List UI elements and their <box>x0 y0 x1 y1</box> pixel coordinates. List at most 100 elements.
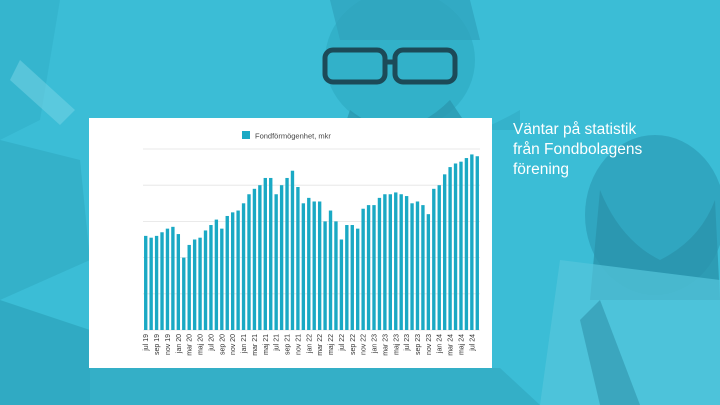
bar-jul-19 <box>144 235 148 330</box>
x-tick-label: jul 20 <box>208 334 215 352</box>
slide-headline: Väntar på statistik från Fondbolagens fö… <box>513 120 703 180</box>
bar-apr-23 <box>388 194 392 330</box>
x-tick-label: mar 20 <box>187 334 194 356</box>
x-tick-label: jan 21 <box>241 334 248 354</box>
x-tick-label: nov 23 <box>426 334 433 355</box>
bar-jan-21 <box>241 203 246 330</box>
bar-feb-23 <box>377 197 382 330</box>
bar-dec-19 <box>171 226 175 330</box>
x-tick-label: maj 24 <box>458 334 465 355</box>
bar-mar-24 <box>448 167 452 330</box>
bar-dec-22 <box>366 205 371 330</box>
legend-swatch <box>242 131 250 139</box>
x-tick-label: jul 24 <box>469 334 476 352</box>
bar-jan-22 <box>307 197 311 330</box>
x-tick-label: jan 22 <box>306 334 313 354</box>
chart-card: jul 19 sep 19 nov 19 jan 20 mar 20 maj 20 jul … <box>89 118 492 368</box>
bars <box>144 154 479 330</box>
x-tick-label: sep 23 <box>415 334 422 355</box>
bar-jul-23 <box>404 196 409 330</box>
bar-dec-20 <box>236 210 240 330</box>
bar-okt-19 <box>160 232 164 330</box>
x-tick-label: jul 23 <box>404 334 411 352</box>
bar-aug-24 <box>475 156 479 330</box>
bar-sep-22 <box>350 225 354 330</box>
headline-line-2: från Fondbolagens <box>513 141 643 158</box>
bar-nov-20 <box>231 212 235 330</box>
x-tick-label: maj 23 <box>393 334 400 355</box>
x-tick-label: nov 20 <box>230 334 237 355</box>
bar-aug-21 <box>279 185 284 330</box>
bar-maj-23 <box>394 192 398 330</box>
bar-jan-23 <box>372 205 376 330</box>
x-tick-label: jan 24 <box>437 334 444 354</box>
bar-sep-21 <box>285 177 289 330</box>
bar-mar-22 <box>317 201 322 330</box>
bar-aug-23 <box>410 203 414 330</box>
bar-aug-19 <box>149 237 153 330</box>
x-tick-label: jan 23 <box>372 334 379 354</box>
x-tick-label: maj 20 <box>198 334 205 355</box>
bar-okt-22 <box>356 228 360 330</box>
bar-maj-21 <box>263 177 267 330</box>
bar-jun-21 <box>269 177 273 330</box>
bar-apr-24 <box>453 163 458 330</box>
bar-sep-23 <box>415 201 420 330</box>
bar-sep-20 <box>220 228 224 330</box>
bar-jun-23 <box>399 194 403 330</box>
x-tick-label: mar 23 <box>382 334 389 356</box>
x-tick-label: jan 20 <box>176 334 183 354</box>
bar-okt-21 <box>290 170 295 330</box>
bar-jan-24 <box>437 185 441 330</box>
bar-apr-21 <box>258 185 262 330</box>
bar-maj-22 <box>328 210 333 330</box>
x-tick-label: sep 19 <box>154 334 161 355</box>
x-tick-label: jul 22 <box>339 334 346 352</box>
bar-sep-19 <box>154 235 159 330</box>
bar-feb-20 <box>182 257 186 330</box>
bar-jan-20 <box>176 234 181 330</box>
x-tick-label: mar 22 <box>317 334 324 356</box>
headline-line-3: förening <box>513 161 570 178</box>
bar-jul-21 <box>274 194 278 330</box>
x-tick-label: maj 21 <box>263 334 270 355</box>
bar-aug-22 <box>345 225 349 330</box>
x-axis-ticks: jul 19 sep 19 nov 19 jan 20 mar 20 maj 20 jul … <box>143 334 476 356</box>
bar-nov-22 <box>361 208 365 330</box>
bar-okt-23 <box>421 205 425 330</box>
bar-jun-24 <box>464 158 469 330</box>
bar-jul-24 <box>470 154 474 330</box>
bar-jun-22 <box>334 221 338 330</box>
x-tick-label: nov 21 <box>295 334 302 355</box>
bar-maj-20 <box>198 237 202 330</box>
x-tick-label: mar 21 <box>252 334 259 356</box>
headline-line-1: Väntar på statistik <box>513 121 637 138</box>
bar-dec-21 <box>301 203 306 330</box>
x-tick-label: mar 24 <box>448 334 455 356</box>
bar-aug-20 <box>214 219 219 330</box>
bar-maj-24 <box>459 161 463 330</box>
bar-dec-23 <box>432 188 436 330</box>
x-tick-label: nov 22 <box>361 334 368 355</box>
bar-jun-20 <box>203 230 208 330</box>
bar-nov-19 <box>165 228 170 330</box>
bar-nov-21 <box>296 187 300 330</box>
bar-apr-22 <box>323 221 327 330</box>
x-tick-label: sep 21 <box>285 334 292 355</box>
x-tick-label: sep 22 <box>350 334 357 355</box>
bar-mar-23 <box>383 194 387 330</box>
bar-jul-20 <box>209 225 213 330</box>
bar-feb-24 <box>442 174 447 330</box>
x-tick-label: jul 19 <box>143 334 150 352</box>
bar-chart: jul 19 sep 19 nov 19 jan 20 mar 20 maj 20 jul … <box>143 131 480 356</box>
bar-jul-22 <box>339 239 344 330</box>
bar-feb-22 <box>312 201 316 330</box>
x-tick-label: maj 22 <box>328 334 335 355</box>
legend: Fondförmögenhet, mkr <box>242 131 331 141</box>
x-tick-label: nov 19 <box>165 334 172 355</box>
x-tick-label: sep 20 <box>219 334 226 355</box>
bar-nov-23 <box>426 214 431 330</box>
x-tick-label: jul 21 <box>274 334 281 352</box>
bar-mar-21 <box>252 188 257 330</box>
bar-apr-20 <box>192 239 197 330</box>
